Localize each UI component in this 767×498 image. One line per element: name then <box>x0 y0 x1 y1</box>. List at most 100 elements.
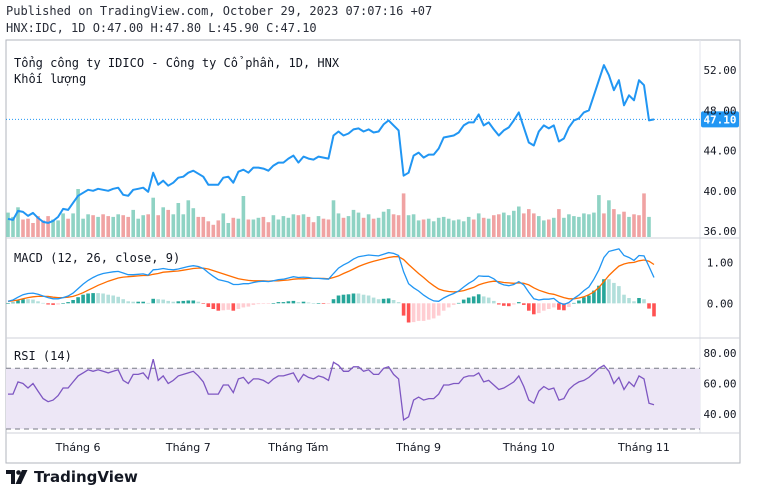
volume-bar <box>21 219 25 237</box>
volume-bar <box>241 196 246 237</box>
volume-bar <box>146 214 150 237</box>
volume-bar <box>61 213 65 237</box>
volume-bar <box>592 212 596 237</box>
price-line <box>7 64 655 224</box>
volume-bar <box>471 219 476 237</box>
macd-histogram-bar <box>436 303 441 316</box>
macd-histogram-bar <box>146 302 150 304</box>
volume-bar <box>31 223 35 237</box>
volume-bar <box>51 219 55 237</box>
volume-bar <box>166 209 170 237</box>
time-axis-tick: Tháng 6 <box>55 441 101 454</box>
volume-bar <box>331 200 336 237</box>
macd-histogram-bar <box>351 293 356 304</box>
volume-bar <box>376 217 381 237</box>
volume-bar <box>266 222 271 237</box>
volume-bar <box>627 216 631 237</box>
macd-histogram-bar <box>86 293 90 304</box>
macd-histogram-bar <box>61 303 65 304</box>
volume-bar <box>552 217 556 237</box>
macd-histogram-bar <box>76 297 80 304</box>
volume-bar <box>306 216 311 237</box>
macd-histogram-bar <box>597 285 601 304</box>
macd-histogram-bar <box>622 294 626 304</box>
macd-histogram-bar <box>71 300 75 304</box>
volume-bar <box>81 218 85 237</box>
macd-histogram-bar <box>226 303 231 310</box>
macd-histogram-bar <box>291 300 296 304</box>
last-price-label: 47.10 <box>703 113 736 126</box>
volume-bar <box>211 224 216 237</box>
volume-bar <box>121 215 125 237</box>
volume-bar <box>401 193 406 237</box>
macd-histogram-bar <box>311 303 316 304</box>
macd-histogram-bar <box>642 299 646 304</box>
volume-bar <box>56 220 60 237</box>
volume-bar <box>216 220 221 237</box>
volume-bar <box>406 215 411 237</box>
macd-histogram-bar <box>441 303 446 311</box>
rsi-title: RSI (14) <box>14 349 72 363</box>
macd-histogram-bar <box>512 303 516 305</box>
macd-histogram-bar <box>111 295 115 304</box>
macd-histogram-bar <box>502 303 506 306</box>
macd-histogram-bar <box>66 302 70 304</box>
macd-histogram-bar <box>196 301 201 304</box>
macd-histogram-bar <box>456 302 461 304</box>
volume-bar <box>131 209 135 237</box>
macd-histogram-bar <box>321 303 326 304</box>
volume-bar <box>111 216 115 237</box>
macd-histogram-bar <box>517 302 521 304</box>
brand-name: TradingView <box>34 468 138 486</box>
volume-label: Khối lượng <box>14 72 86 86</box>
volume-bar <box>562 217 566 237</box>
volume-bar <box>76 189 80 237</box>
volume-bar <box>436 217 441 237</box>
volume-bar <box>281 216 286 237</box>
macd-histogram-bar <box>637 298 641 304</box>
volume-bar <box>426 218 431 237</box>
volume-bar <box>196 216 201 237</box>
volume-bar <box>86 214 90 237</box>
volume-bar <box>366 214 371 237</box>
volume-bar <box>481 217 486 237</box>
rsi-band-fill <box>6 368 700 429</box>
volume-bar <box>476 213 481 237</box>
volume-bar <box>126 216 130 237</box>
volume-bar <box>301 214 306 237</box>
macd-histogram-bar <box>181 300 186 304</box>
price-axis-tick: 44.00 <box>703 145 736 158</box>
volume-bar <box>612 209 616 237</box>
volume-bar <box>572 216 576 237</box>
macd-histogram-bar <box>16 300 20 304</box>
macd-histogram-bar <box>481 296 486 304</box>
macd-histogram-bar <box>6 303 10 304</box>
volume-bar <box>607 200 611 237</box>
macd-histogram-bar <box>406 303 411 323</box>
volume-bar <box>341 217 346 237</box>
macd-histogram-bar <box>131 301 135 304</box>
volume-bar <box>502 212 506 237</box>
macd-histogram-bar <box>577 300 581 304</box>
volume-bar <box>486 218 491 237</box>
volume-bar <box>141 215 145 237</box>
volume-bar <box>637 215 641 237</box>
macd-histogram-bar <box>336 295 341 304</box>
macd-histogram-bar <box>582 297 586 304</box>
volume-bar <box>466 216 471 237</box>
volume-bar <box>527 209 531 237</box>
macd-histogram-bar <box>587 295 591 304</box>
volume-bar <box>371 218 376 237</box>
macd-histogram-bar <box>36 301 40 304</box>
macd-histogram-bar <box>421 303 426 321</box>
volume-bar <box>517 206 521 237</box>
macd-histogram-bar <box>241 303 246 308</box>
volume-bar <box>381 211 386 237</box>
macd-histogram-bar <box>542 303 546 311</box>
volume-bar <box>577 216 581 237</box>
rsi-axis-tick: 80.00 <box>703 347 736 360</box>
macd-line <box>7 248 655 306</box>
macd-histogram-bar <box>537 303 541 314</box>
volume-bar <box>497 214 501 237</box>
